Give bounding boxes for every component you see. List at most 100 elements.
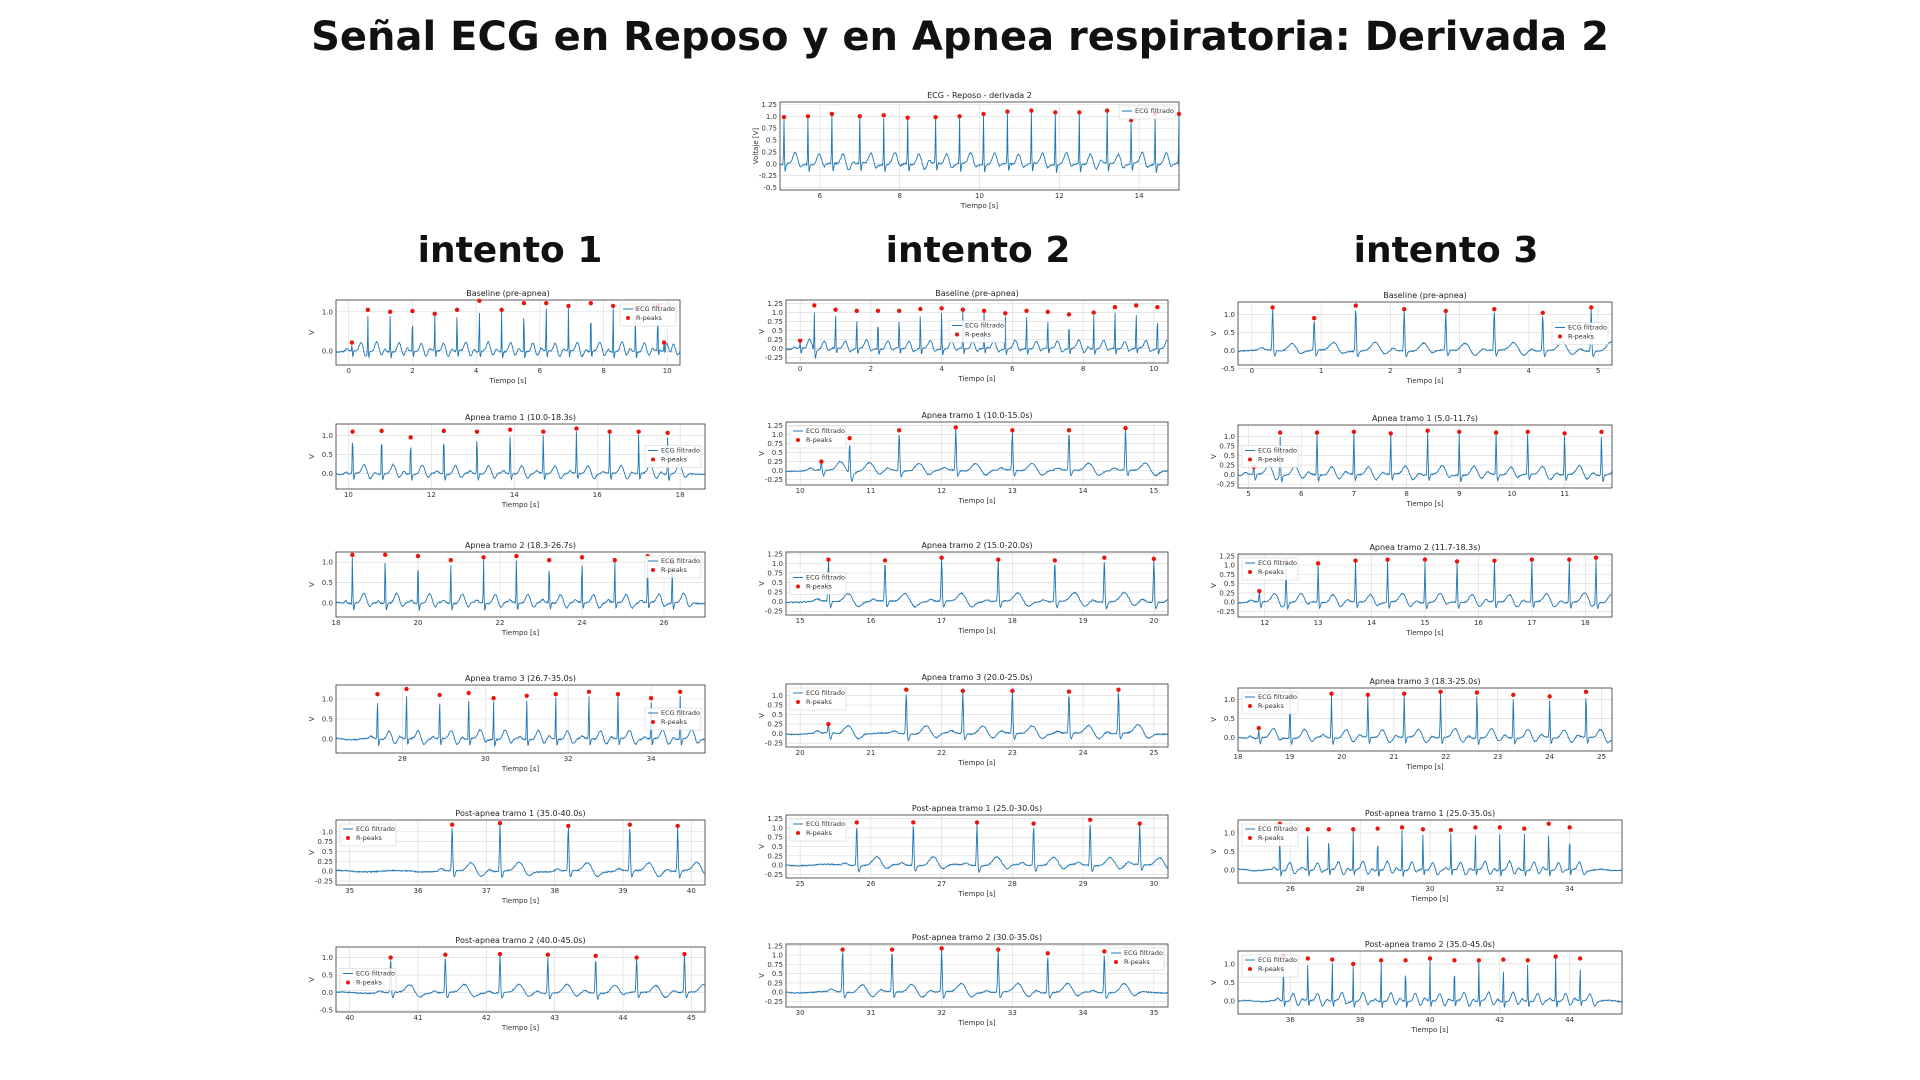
r-peak-marker [350,429,355,434]
x-axis-label: Tiempo [s] [957,375,995,383]
y-tick-label: 0.0 [322,470,333,478]
y-tick-label: 0.75 [767,961,783,969]
plot-frame [1237,687,1613,752]
r-peak-marker [1454,559,1460,564]
x-tick-label: 25 [796,880,805,888]
y-tick-label: 1.0 [322,954,333,962]
y-tick-label: 1.0 [772,824,783,832]
r-peak-marker [607,429,612,434]
y-tick-label: 0.0 [772,730,783,738]
legend-dot-swatch [651,720,655,724]
x-tick-label: 13 [1008,487,1017,495]
r-peak-marker [375,692,380,697]
r-peak-marker [566,823,571,829]
ecg-chart-i2-post2: Post-apnea tramo 2 (30.0-35.0s) 30 31 32 33 3… [756,932,1174,1027]
ecg-signal-line [785,559,1169,611]
y-tick-label: 0.0 [1224,734,1235,742]
plot-frame [785,943,1169,1008]
x-tick-label: 28 [398,755,407,763]
x-tick-label: 12 [427,491,436,499]
r-peak-marker [349,340,355,345]
ecg-chart-svg: Apnea tramo 3 (26.7-35.0s) 28 30 32 34 0.0 0.5… [308,674,706,773]
y-axis-label: V [1210,980,1218,985]
r-peak-marker [1137,821,1142,826]
x-tick-label: 40 [687,887,696,895]
r-peak-marker [593,953,598,958]
plot-frame [785,814,1169,879]
r-peak-marker [1546,821,1551,826]
y-tick-label: 0.75 [767,834,783,842]
r-peak-marker [854,308,859,313]
x-tick-label: 42 [1495,1016,1504,1024]
x-tick-label: 16 [866,617,875,625]
ecg-chart-svg: ECG - Reposo - derivada 2 6 8 10 12 14 -0.5 -0.… [752,91,1182,210]
r-peak-marker [805,114,811,119]
legend-label: R-peaks [1568,333,1594,341]
legend-label: ECG filtrado [806,689,845,697]
r-peak-marker [857,114,862,119]
x-tick-label: 18 [332,619,341,627]
r-peak-marker [905,115,910,120]
x-axis-label: Tiempo [s] [957,1019,995,1027]
y-tick-label: -0.25 [765,871,783,879]
y-tick-label: 0.75 [1219,443,1235,451]
r-peak-marker [524,693,529,698]
chart-title: Baseline (pre-apnea) [935,289,1019,298]
chart-title: Post-apnea tramo 1 (35.0-40.0s) [455,809,585,818]
r-peak-marker [1493,430,1499,435]
y-tick-label: 1.0 [322,559,333,567]
legend-label: R-peaks [806,436,832,444]
y-tick-label: -0.25 [315,878,333,886]
r-peak-marker [1452,958,1457,963]
y-tick-label: 0.0 [1224,998,1235,1006]
x-tick-label: 18 [676,491,685,499]
legend-label: R-peaks [356,834,382,842]
ecg-chart-svg: Post-apnea tramo 2 (40.0-45.0s) 40 41 42 43 4… [308,936,706,1032]
x-tick-label: 32 [937,1009,946,1017]
y-tick-label: 0.5 [772,970,783,978]
r-peak-marker [1420,827,1426,832]
x-tick-label: 4 [939,365,944,373]
legend-label: R-peaks [661,456,687,464]
r-peak-marker [1104,108,1110,113]
ecg-signal-line [335,695,706,748]
column-title-intento-2: intento 2 [885,230,1071,271]
r-peak-marker [826,721,831,727]
y-tick-label: -0.25 [765,354,783,362]
y-tick-label: 0.0 [766,160,777,168]
r-peak-marker [579,555,585,560]
x-axis-label: Tiempo [s] [501,897,539,905]
y-tick-label: 1.0 [772,431,783,439]
y-tick-label: 1.25 [767,300,783,308]
plot-frame [1237,424,1613,489]
x-axis-label: Tiempo [s] [1405,629,1443,637]
r-peak-marker [840,947,845,952]
r-peak-marker [1567,557,1572,562]
plot-frame [785,421,1169,486]
r-peak-marker [610,303,616,309]
x-tick-label: 18 [1234,753,1243,761]
plot-frame [1237,553,1613,618]
x-tick-label: 31 [866,1009,875,1017]
r-peak-marker [665,430,670,435]
x-tick-label: 2 [869,365,873,373]
r-peak-marker [1427,956,1433,961]
r-peak-marker [521,300,527,306]
ecg-signal-line [785,691,1169,743]
plot-frame [335,551,706,618]
ecg-chart-i1-post1: Post-apnea tramo 1 (35.0-40.0s) 35 36 37 38 3… [306,808,711,905]
x-tick-label: 17 [937,617,946,625]
r-peak-marker [454,307,460,313]
x-tick-label: 16 [1474,619,1483,627]
r-peak-marker [1330,957,1335,962]
ecg-signal-line [335,431,706,482]
legend-dot-swatch [651,457,655,462]
x-tick-label: 14 [510,491,519,499]
x-axis-label: Tiempo [s] [1405,377,1443,385]
r-peak-marker [514,553,519,559]
r-peak-marker [1553,954,1558,959]
x-tick-label: 30 [1426,885,1435,893]
